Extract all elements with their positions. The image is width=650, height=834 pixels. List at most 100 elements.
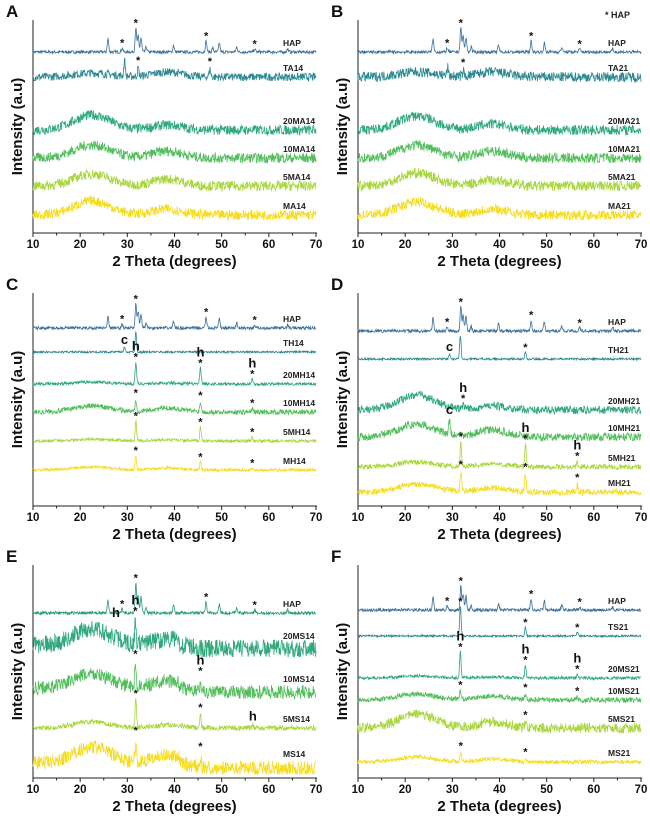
- series-label: MH21: [608, 478, 631, 488]
- series-line-MH14: [32, 456, 317, 474]
- hap-peak-marker: *: [523, 342, 528, 354]
- series-label: 20MH21: [608, 396, 640, 406]
- x-tick-label: 60: [587, 239, 600, 251]
- phase-marker-h: h: [573, 651, 581, 666]
- hap-peak-marker: *: [133, 605, 138, 617]
- series-line-MS14: [32, 739, 316, 776]
- y-axis-title: Intensity (a.u): [9, 623, 26, 721]
- x-tick-label: 30: [121, 239, 134, 251]
- phase-marker-c: c: [446, 402, 453, 417]
- hap-peak-marker: *: [204, 592, 209, 604]
- panel-label: B: [331, 2, 343, 21]
- series-label: 20MS21: [608, 664, 640, 674]
- hap-peak-marker: *: [459, 17, 464, 29]
- hap-peak-marker: *: [459, 431, 464, 443]
- series-label: TH21: [608, 345, 629, 355]
- x-tick-label: 50: [215, 784, 228, 796]
- hap-peak-marker: *: [523, 654, 528, 666]
- hap-peak-marker: *: [445, 596, 450, 608]
- series-line-10MA21: [357, 139, 642, 164]
- hap-peak-marker: *: [250, 427, 255, 439]
- series-line-20MS21: [357, 650, 642, 681]
- x-tick-label: 40: [168, 784, 181, 796]
- x-tick-label: 50: [540, 512, 553, 524]
- series-line-HAP: [357, 26, 642, 55]
- series-line-MA21: [357, 197, 642, 222]
- hap-peak-marker: *: [459, 296, 464, 308]
- hap-peak-marker: *: [134, 410, 139, 422]
- hap-peak-marker: *: [529, 31, 534, 43]
- hap-peak-marker: *: [250, 398, 255, 410]
- x-tick-label: 70: [310, 784, 323, 796]
- panel-E: E 10 20 30 40 50 60 70 2 Theta (degrees) Intensit…: [6, 547, 322, 815]
- hap-peak-marker: *: [445, 38, 450, 50]
- x-axis-title: 2 Theta (degrees): [112, 253, 236, 270]
- hap-peak-marker: *: [523, 462, 528, 474]
- hap-peak-marker: *: [198, 666, 203, 678]
- series-line-10MA14: [32, 139, 317, 164]
- panel-F: F 10 20 30 40 50 60 70 2 Theta (degrees) Intensit…: [331, 547, 647, 815]
- series-label: 10MS14: [283, 674, 315, 684]
- hap-peak-marker: *: [578, 39, 583, 51]
- x-axis-title: 2 Theta (degrees): [112, 798, 236, 815]
- hap-peak-marker: *: [523, 709, 528, 721]
- series-label: 5MH14: [283, 427, 311, 437]
- phase-marker-h: h: [196, 653, 204, 668]
- hap-peak-marker: *: [208, 56, 213, 68]
- series-label: 5MS21: [608, 714, 635, 724]
- y-axis-title: Intensity (a.u): [334, 351, 351, 449]
- hap-peak-marker: *: [134, 388, 139, 400]
- phase-marker-h: h: [132, 338, 140, 353]
- series-line-5MS21: [357, 709, 642, 734]
- hap-peak-marker: *: [459, 575, 464, 587]
- series-line-20MH14: [32, 362, 317, 387]
- panel-label: C: [6, 275, 18, 294]
- hap-peak-marker: *: [461, 57, 466, 69]
- series-label: MS14: [283, 749, 305, 759]
- series-line-MA14: [32, 194, 317, 222]
- series-line-5MA14: [32, 168, 317, 193]
- series-line-TS21: [357, 606, 642, 639]
- x-tick-label: 30: [121, 512, 134, 524]
- x-tick-label: 50: [215, 512, 228, 524]
- series-label: 5MA14: [283, 172, 311, 182]
- series-label: HAP: [608, 596, 626, 606]
- hap-peak-marker: *: [134, 725, 139, 737]
- series-line-10MH21: [357, 418, 642, 443]
- phase-marker-h: h: [249, 709, 257, 724]
- x-tick-label: 40: [493, 512, 506, 524]
- hap-peak-marker: *: [445, 317, 450, 329]
- hap-peak-marker: *: [134, 293, 139, 305]
- panel-label: D: [331, 275, 343, 294]
- phase-marker-h: h: [573, 438, 581, 453]
- series-label: TH14: [283, 338, 304, 348]
- series-label: TS21: [608, 622, 629, 632]
- hap-peak-marker: *: [458, 680, 463, 692]
- x-tick-label: 10: [27, 784, 40, 796]
- x-tick-label: 70: [635, 239, 648, 251]
- series-label: 5MH21: [608, 453, 636, 463]
- hap-peak-marker: *: [458, 596, 463, 608]
- series-label: 5MS14: [283, 714, 310, 724]
- series-label: TA21: [608, 63, 628, 73]
- hap-peak-marker: *: [575, 686, 580, 698]
- series-label: 10MH21: [608, 423, 640, 433]
- series-label: HAP: [608, 317, 626, 327]
- hap-peak-marker: *: [523, 617, 528, 629]
- hap-peak-marker: *: [575, 622, 580, 634]
- hap-peak-marker: *: [204, 307, 209, 319]
- series-line-10MS21: [357, 689, 642, 704]
- series-line-20MH21: [357, 389, 642, 416]
- x-axis-title: 2 Theta (degrees): [437, 526, 561, 543]
- series-line-20MS14: [32, 617, 317, 658]
- hap-peak-marker: *: [120, 599, 125, 611]
- x-tick-label: 40: [493, 239, 506, 251]
- series-line-HAP: [357, 305, 642, 334]
- hap-peak-marker: *: [198, 357, 203, 369]
- phase-marker-h: h: [459, 380, 467, 395]
- series-label: TA14: [283, 63, 303, 73]
- x-tick-label: 50: [215, 239, 228, 251]
- series-label: MA21: [608, 201, 631, 211]
- x-tick-label: 30: [446, 512, 459, 524]
